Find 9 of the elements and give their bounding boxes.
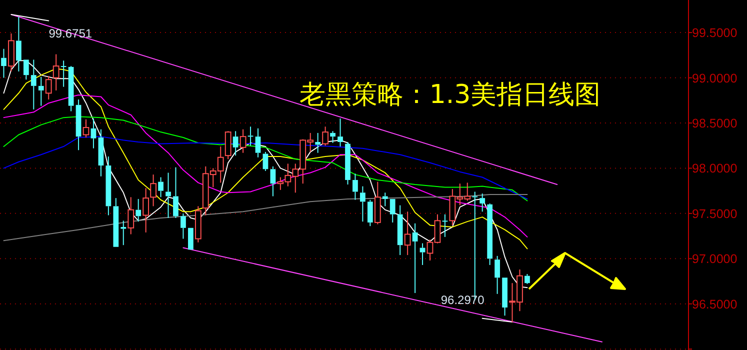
y-tick-label: 97.5000 [692,206,738,221]
y-tick-label: 99.0000 [692,71,738,86]
y-tick-label: 97.0000 [692,252,738,266]
annotation: 96.2970 [440,293,485,308]
y-tick-label: 96.5000 [692,297,738,312]
text: 老黑策略：1.3美指日线图 [299,80,601,110]
y-tick-label: 98.0000 [692,162,738,176]
y-tick-label: 98.5000 [692,116,738,130]
y-tick-label: 99.5000 [692,26,738,40]
